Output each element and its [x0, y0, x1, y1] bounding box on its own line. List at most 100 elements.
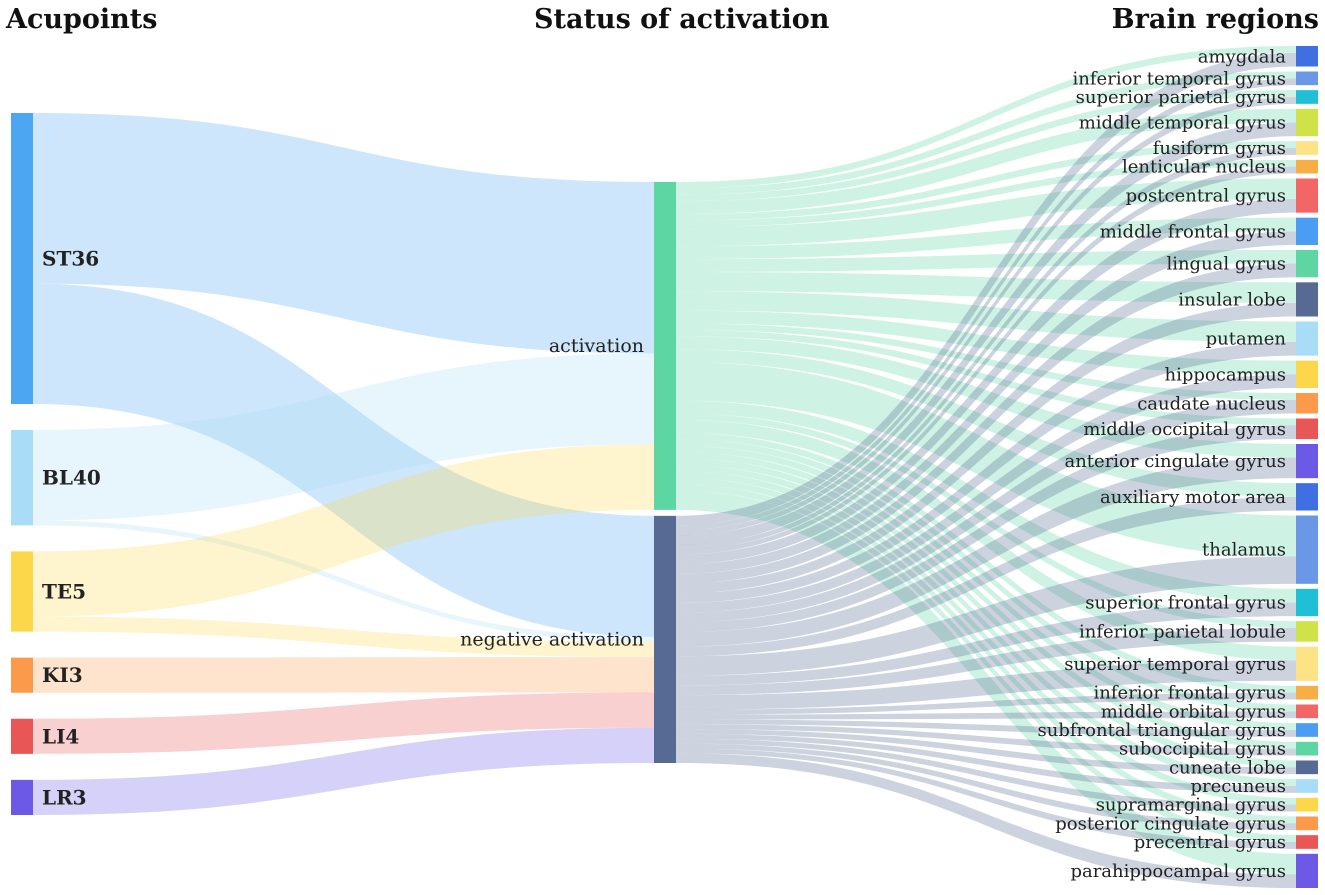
link-negative-activation-to-lingual-gyrus — [676, 263, 1296, 584]
link-negative-activation-to-hippocampus — [676, 374, 1296, 613]
node-precentral-gyrus — [1296, 835, 1318, 849]
brain-region-label: fusiform gyrus — [1153, 138, 1286, 159]
link-st36-to-activation — [33, 113, 654, 354]
node-inferior-parietal-lobule — [1296, 621, 1318, 642]
brain-region-label: precuneus — [1190, 776, 1286, 797]
acupoints-heading: Acupoints — [6, 4, 158, 35]
link-activation-to-hippocampus — [676, 310, 1296, 375]
link-li4-to-negative-activation — [33, 692, 654, 754]
link-ki3-to-negative-activation — [33, 657, 654, 693]
node-inferior-frontal-gyrus — [1296, 685, 1318, 700]
node-superior-temporal-gyrus — [1296, 646, 1318, 681]
node-negative-activation — [654, 515, 676, 763]
brain-region-label: middle frontal gyrus — [1100, 221, 1286, 242]
link-negative-activation-to-supramarginal-gyrus — [676, 738, 1296, 812]
link-negative-activation-to-inferior-parietal-lobule — [676, 628, 1296, 696]
node-subfrontal-triangular-gyrus — [1296, 723, 1318, 737]
link-activation-to-middle-occipital-gyrus — [676, 329, 1296, 426]
link-negative-activation-to-lenticular-nucleus — [676, 166, 1296, 555]
brain-region-label: superior frontal gyrus — [1085, 593, 1286, 614]
brain-region-label: suboccipital gyrus — [1119, 739, 1286, 760]
link-negative-activation-to-middle-occipital-gyrus — [676, 425, 1296, 633]
link-activation-to-inferior-temporal-gyrus — [676, 71, 1296, 195]
node-anterior-cingulate-gyrus — [1296, 444, 1318, 479]
brain-region-label: postcentral gyrus — [1126, 186, 1286, 207]
acupoint-label: BL40 — [42, 466, 101, 490]
link-negative-activation-to-subfrontal-triangular-gyrus — [676, 719, 1296, 737]
node-thalamus — [1296, 515, 1318, 584]
acupoint-label: ST36 — [42, 247, 99, 271]
link-activation-to-middle-frontal-gyrus — [676, 217, 1296, 260]
link-activation-to-inferior-parietal-lobule — [676, 413, 1296, 628]
node-te5 — [11, 551, 33, 632]
brain-region-label: lenticular nucleus — [1122, 157, 1286, 178]
link-st36-to-negative-activation — [33, 283, 654, 637]
brain-region-label: amygdala — [1198, 46, 1287, 67]
link-activation-to-middle-orbital-gyrus — [676, 439, 1296, 712]
node-amygdala — [1296, 46, 1318, 67]
link-activation-to-fusiform-gyrus — [676, 141, 1296, 221]
brain-region-label: middle orbital gyrus — [1101, 701, 1286, 722]
acupoint-label: KI3 — [42, 663, 83, 687]
acupoint-label: LR3 — [42, 785, 87, 809]
link-activation-to-lenticular-nucleus — [676, 159, 1296, 227]
link-activation-to-inferior-frontal-gyrus — [676, 432, 1296, 693]
brain-region-label: inferior frontal gyrus — [1094, 683, 1286, 704]
status-heading: Status of activation — [534, 4, 830, 35]
node-middle-frontal-gyrus — [1296, 217, 1318, 245]
node-supramarginal-gyrus — [1296, 797, 1318, 812]
link-negative-activation-to-inferior-frontal-gyrus — [676, 692, 1296, 715]
brain-region-label: supramarginal gyrus — [1096, 795, 1286, 816]
node-ki3 — [11, 657, 33, 693]
brain-region-label: lingual gyrus — [1166, 254, 1286, 275]
brain-region-label: caudate nucleus — [1137, 393, 1286, 414]
link-negative-activation-to-precuneus — [676, 733, 1296, 793]
node-middle-occipital-gyrus — [1296, 418, 1318, 439]
node-bl40 — [11, 430, 33, 526]
link-negative-activation-to-superior-frontal-gyrus — [676, 602, 1296, 686]
node-labels: ST36 BL40 TE5 KI3 LI4 LR3 activation negative a… — [42, 46, 1286, 882]
brain-region-label: superior temporal gyrus — [1064, 654, 1286, 675]
link-negative-activation-to-thalamus — [676, 556, 1296, 676]
link-activation-to-lingual-gyrus — [676, 250, 1296, 272]
node-st36 — [11, 113, 33, 405]
link-negative-activation-to-middle-frontal-gyrus — [676, 231, 1296, 575]
node-precuneus — [1296, 779, 1318, 793]
node-postcentral-gyrus — [1296, 178, 1318, 213]
brain-region-label: subfrontal triangular gyrus — [1038, 720, 1286, 741]
link-negative-activation-to-parahippocampal-gyrus — [676, 753, 1296, 888]
link-negative-activation-to-anterior-cingulate-gyrus — [676, 457, 1296, 647]
link-lr3-to-negative-activation — [33, 727, 654, 815]
brain-region-label: insular lobe — [1178, 289, 1286, 310]
brain-region-label: hippocampus — [1165, 364, 1286, 385]
link-activation-to-anterior-cingulate-gyrus — [676, 336, 1296, 458]
link-te5-to-negative-activation — [33, 616, 654, 658]
link-activation-to-caudate-nucleus — [676, 323, 1296, 400]
brain-region-label: anterior cingulate gyrus — [1064, 451, 1286, 472]
link-activation-to-middle-temporal-gyrus — [676, 108, 1296, 215]
node-lr3 — [11, 779, 33, 815]
link-te5-to-activation — [33, 444, 654, 617]
acupoint-label: TE5 — [42, 579, 86, 603]
node-posterior-cingulate-gyrus — [1296, 816, 1318, 831]
acupoint-label: LI4 — [42, 724, 79, 748]
link-negative-activation-to-superior-parietal-gyrus — [676, 97, 1296, 536]
node-hippocampus — [1296, 360, 1318, 388]
link-negative-activation-to-suboccipital-gyrus — [676, 724, 1296, 756]
link-activation-to-precuneus — [676, 464, 1296, 786]
link-activation-to-postcentral-gyrus — [676, 178, 1296, 247]
link-negative-activation-to-posterior-cingulate-gyrus — [676, 743, 1296, 831]
link-activation-to-posterior-cingulate-gyrus — [676, 477, 1296, 824]
node-li4 — [11, 718, 33, 754]
node-insular-lobe — [1296, 282, 1318, 317]
link-negative-activation-to-fusiform-gyrus — [676, 148, 1296, 550]
node-cuneate-lobe — [1296, 760, 1318, 775]
link-negative-activation-to-superior-temporal-gyrus — [676, 660, 1296, 710]
link-activation-to-superior-parietal-gyrus — [676, 90, 1296, 202]
node-activation — [654, 182, 676, 510]
link-activation-to-suboccipital-gyrus — [676, 451, 1296, 749]
brain-region-label: parahippocampal gyrus — [1070, 861, 1286, 882]
link-activation-to-parahippocampal-gyrus — [676, 490, 1296, 875]
brain-region-label: inferior temporal gyrus — [1073, 68, 1286, 89]
node-superior-parietal-gyrus — [1296, 90, 1318, 104]
